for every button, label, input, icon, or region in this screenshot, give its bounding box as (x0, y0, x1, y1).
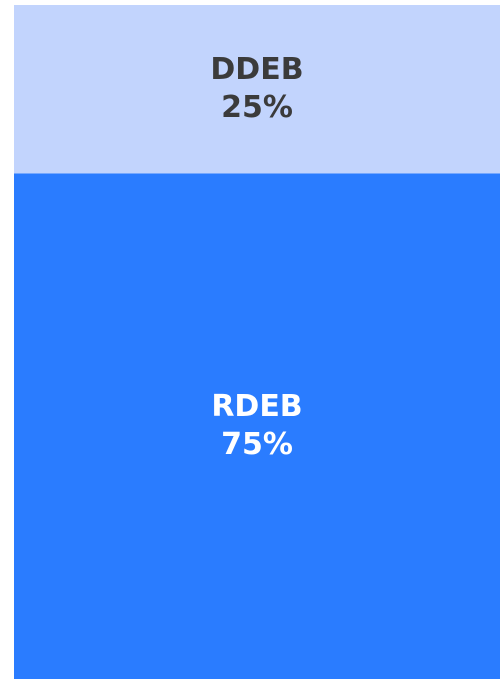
bar-segment (14, 5, 500, 174)
segment-value-label: 25% (221, 90, 293, 125)
segment-name: DDEB (210, 52, 303, 87)
segment-value-label: 75% (221, 427, 293, 462)
bar-segment (14, 173, 500, 679)
segment-name: RDEB (211, 389, 302, 424)
